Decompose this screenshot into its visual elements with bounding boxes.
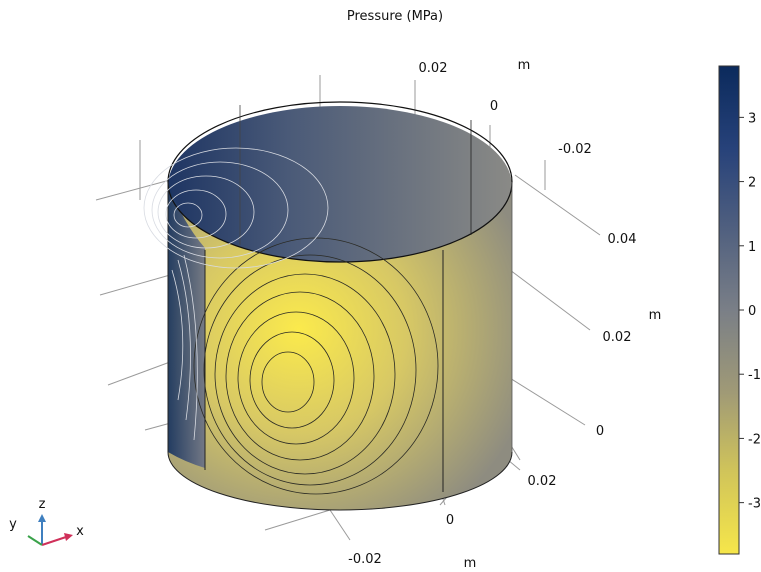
triad-x-label: x: [76, 524, 84, 539]
colorbar-tick-label: -1: [748, 368, 761, 383]
tick-bottom-1: 0.02: [528, 474, 557, 489]
colorbar-tick-label: 0: [748, 304, 756, 319]
axis-tick-labels: 0.02 0 -0.02 m 0.04 0.02 0 m 0.02 0 -0.0…: [348, 58, 661, 571]
triad-y-label: y: [9, 517, 17, 532]
tick-bottom-2: 0: [446, 513, 454, 528]
colorbar-tick-label: 1: [748, 240, 756, 255]
tick-top-2: 0: [490, 99, 498, 114]
colorbar-tick-label: -3: [748, 497, 761, 512]
cylinder-surface: [167, 101, 513, 511]
plot-title: Pressure (MPa): [347, 9, 443, 24]
colorbar-ticks: 3 2 1 0 -1 -2 -3: [739, 111, 761, 512]
back-contours: [143, 147, 329, 441]
colorbar-gradient: [718, 65, 740, 555]
colorbar: 3 2 1 0 -1 -2 -3: [718, 65, 761, 555]
front-contours: [193, 237, 439, 495]
tick-y-2: 0.02: [603, 330, 632, 345]
unit-right: m: [649, 308, 662, 323]
tick-top-1: 0.02: [419, 61, 448, 76]
tick-y-3: 0: [596, 424, 604, 439]
triad-z-label: z: [39, 497, 46, 512]
unit-bottom: m: [464, 556, 477, 571]
unit-top: m: [518, 58, 531, 73]
colorbar-tick-label: 2: [748, 176, 756, 191]
tick-top-3: -0.02: [558, 142, 592, 157]
tick-y-1: 0.04: [608, 232, 637, 247]
tick-bottom-3: -0.02: [348, 552, 382, 567]
colorbar-tick-label: 3: [748, 111, 756, 126]
colorbar-tick-label: -2: [748, 432, 761, 447]
axis-triad: z x y: [9, 497, 84, 546]
